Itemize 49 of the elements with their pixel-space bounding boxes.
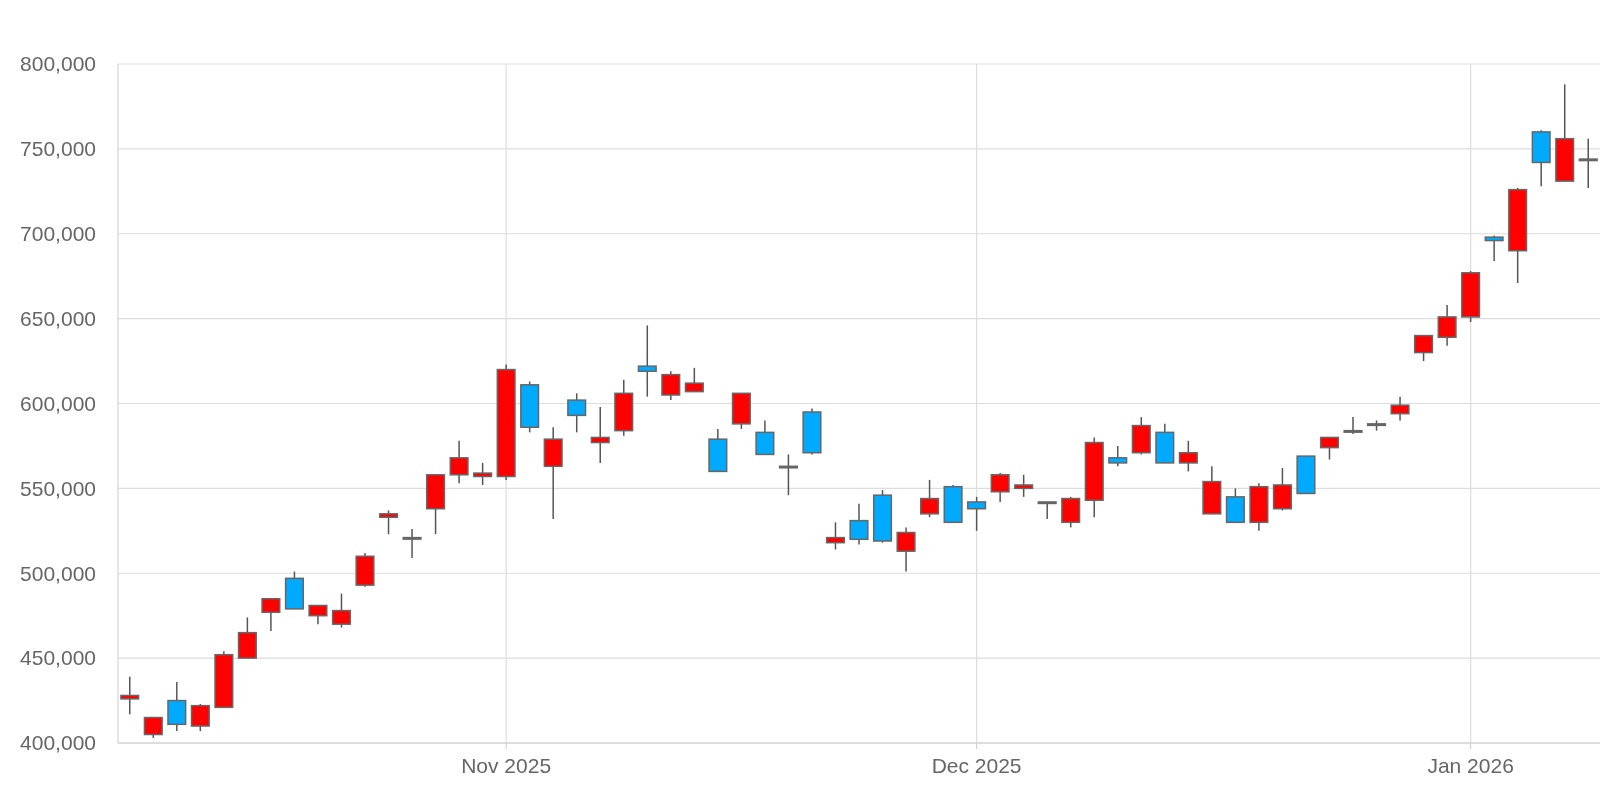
candlestick	[1037, 501, 1057, 520]
candlestick	[990, 472, 1010, 503]
candlestick	[1014, 474, 1034, 498]
candlestick	[825, 521, 846, 551]
y-tick-label: 700,000	[20, 222, 96, 246]
x-tick-label: Jan 2026	[1427, 754, 1514, 777]
candlestick	[590, 406, 610, 464]
candlestick	[1437, 304, 1457, 347]
candlestick	[1343, 416, 1363, 435]
candlestick	[190, 703, 210, 732]
candlestick	[1484, 234, 1504, 262]
candlestick	[1390, 395, 1410, 422]
candlestick	[261, 597, 281, 632]
candlestick	[378, 509, 399, 535]
candlestick	[778, 453, 798, 496]
candlestick	[449, 440, 469, 485]
y-tick-label: 400,000	[20, 731, 96, 755]
y-tick-label: 800,000	[20, 52, 96, 76]
candlestick	[1178, 440, 1198, 473]
candlestick	[661, 370, 681, 401]
candlestick	[331, 592, 352, 629]
x-tick-label: Dec 2025	[931, 754, 1022, 777]
candlestick	[755, 419, 775, 456]
candlestick	[684, 367, 704, 393]
candlestick	[967, 496, 987, 532]
candlestick	[473, 462, 493, 486]
candlestick	[143, 716, 163, 739]
candlestick	[167, 681, 187, 732]
candlestick	[567, 392, 587, 434]
candlestick	[1319, 436, 1340, 461]
candlestick	[849, 502, 869, 546]
candlestick	[1578, 137, 1598, 189]
y-tick-label: 650,000	[20, 306, 96, 330]
x-tick-label: Nov 2025	[461, 754, 552, 777]
y-tick-label: 500,000	[20, 561, 96, 585]
candlestick	[1061, 496, 1081, 529]
candlestick	[637, 324, 657, 398]
candlestick	[1414, 334, 1434, 362]
candlestick	[920, 479, 940, 518]
candlestick	[896, 526, 916, 573]
y-tick-label: 550,000	[20, 476, 96, 500]
candlestick	[1272, 467, 1292, 512]
candlestick	[1108, 445, 1128, 468]
y-tick-label: 450,000	[20, 646, 96, 670]
candlestick	[308, 604, 328, 625]
candlestick	[402, 528, 422, 559]
candlestick	[120, 676, 140, 715]
y-tick-label: 750,000	[20, 137, 96, 161]
y-tick-label: 600,000	[20, 391, 96, 415]
